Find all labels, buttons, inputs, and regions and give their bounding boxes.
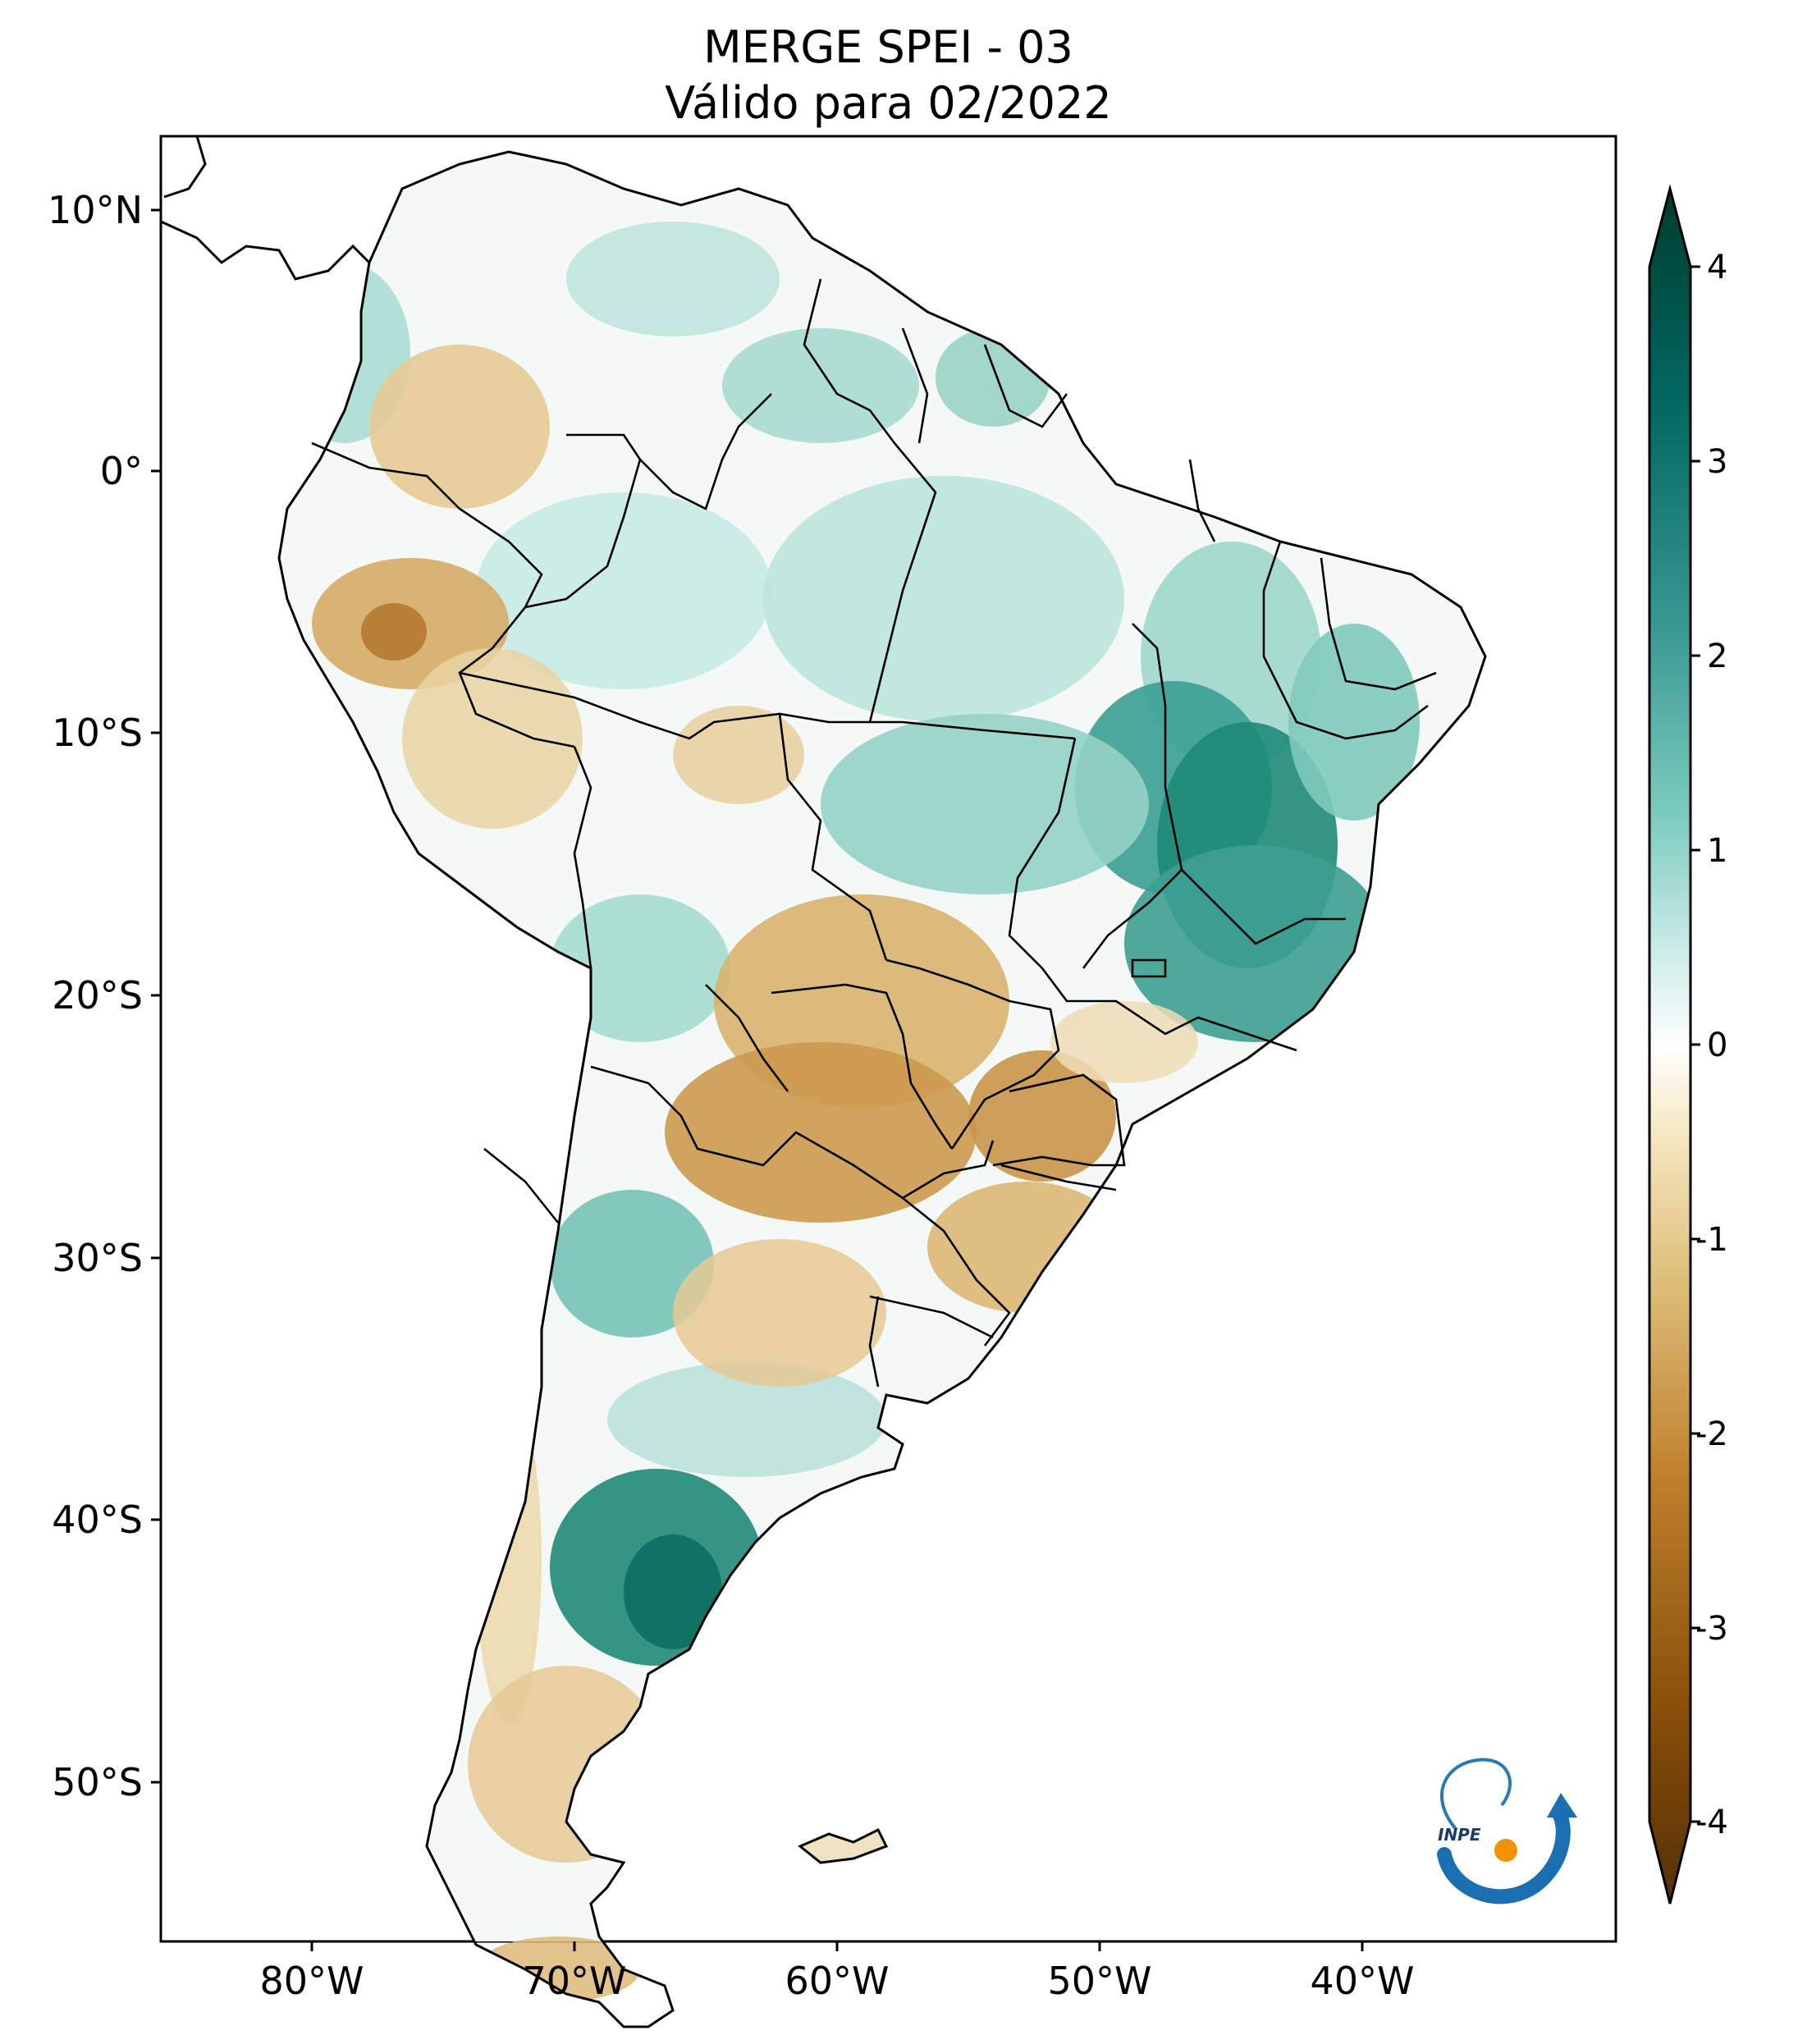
title-line-2: Válido para 02/2022 — [665, 77, 1112, 129]
lat-tick-label: 10°S — [52, 711, 143, 755]
colorbar-tick-label: -3 — [1695, 1610, 1728, 1648]
lon-tick-label: 70°W — [522, 1959, 626, 2003]
longitude-labels: 80°W 70°W 60°W 50°W 40°W — [259, 1959, 1414, 2003]
colorbar-tick-label: -1 — [1695, 1221, 1728, 1259]
colorbar-tick-label: -4 — [1695, 1804, 1728, 1841]
country-state-borders — [311, 278, 1437, 1388]
lon-tick-label: 60°W — [785, 1959, 889, 2003]
lon-tick-label: 50°W — [1047, 1959, 1151, 2003]
title-line-1: MERGE SPEI - 03 — [703, 21, 1073, 73]
colorbar: 4 3 2 1 0 -1 -2 -3 -4 — [1648, 184, 1728, 1905]
lat-tick-label: 0° — [100, 449, 143, 493]
lon-tick-label: 80°W — [259, 1959, 364, 2003]
inpe-logo: INPE — [1437, 1758, 1577, 1905]
lon-tick-label: 40°W — [1310, 1959, 1414, 2003]
colorbar-tick-label: 2 — [1707, 638, 1727, 675]
continent-outline — [277, 150, 1487, 2028]
colorbar-bar — [1648, 184, 1692, 1905]
latitude-labels: 10°N 0° 10°S 20°S 30°S 40°S 50°S — [48, 188, 143, 1804]
colorbar-tick-label: -2 — [1695, 1415, 1728, 1453]
lat-tick-label: 50°S — [52, 1760, 143, 1804]
lat-tick-label: 40°S — [52, 1498, 143, 1542]
colorbar-tick-label: 4 — [1707, 249, 1727, 286]
map-title: MERGE SPEI - 03 Válido para 02/2022 — [161, 20, 1616, 131]
colorbar-tick-label: 1 — [1707, 832, 1727, 870]
lat-tick-label: 10°N — [48, 188, 143, 232]
inpe-logo-text: INPE — [1438, 1825, 1481, 1845]
falkland-islands — [798, 1827, 889, 1864]
central-america-coast — [160, 135, 395, 281]
axis-ticks — [151, 208, 1364, 1951]
lat-tick-label: 30°S — [52, 1236, 143, 1280]
colorbar-tick-label: 0 — [1707, 1027, 1727, 1064]
lat-tick-label: 20°S — [52, 973, 143, 1017]
colorbar-tick-label: 3 — [1707, 443, 1727, 481]
